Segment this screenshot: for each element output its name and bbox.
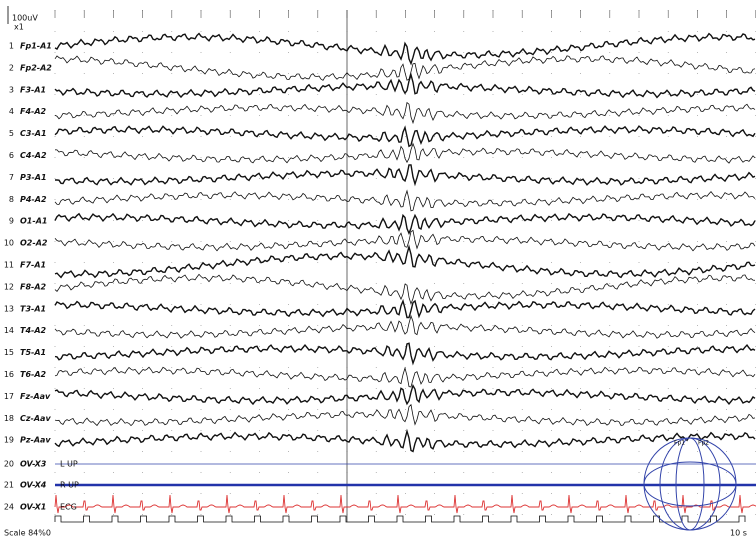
channel-label: Cz-Aav	[20, 414, 51, 423]
channel-label: O2-A2	[20, 239, 48, 248]
head-line	[643, 461, 737, 507]
eeg-trace	[54, 72, 756, 99]
pulse-trace	[54, 515, 746, 523]
trace-label: L UP	[60, 460, 78, 469]
eeg-trace	[54, 314, 756, 339]
head-label: Fp2	[698, 440, 709, 447]
footer-scale: Scale 84%0	[4, 529, 51, 538]
channel-number: 4	[9, 107, 14, 116]
channel-number: 2	[9, 63, 14, 72]
channel-number: 9	[9, 217, 14, 226]
channel-label: OV-X4	[20, 481, 47, 490]
channel-label: O1-A1	[20, 217, 47, 226]
eeg-trace	[54, 273, 756, 306]
eeg-trace	[54, 101, 756, 125]
channel-label: Pz-Aav	[20, 436, 51, 445]
channel-number: 16	[4, 370, 14, 379]
channel-label: P3-A1	[20, 173, 47, 182]
channel-label: T3-A1	[20, 304, 46, 313]
channel-label: F7-A1	[20, 261, 46, 270]
channel-number: 13	[4, 304, 14, 313]
channel-number: 10	[4, 239, 14, 248]
channel-number: 7	[9, 173, 14, 182]
eeg-trace	[54, 244, 756, 279]
channel-number: 5	[9, 129, 14, 138]
channel-label: P4-A2	[20, 195, 47, 204]
channel-label: C3-A1	[20, 129, 47, 138]
channel-number: 3	[9, 85, 14, 94]
channel-label: C4-A2	[20, 151, 47, 160]
channel-label: Fp2-A2	[20, 63, 52, 72]
channel-label: F8-A2	[20, 282, 47, 291]
eeg-trace	[54, 55, 756, 81]
channel-label: T4-A2	[20, 326, 47, 335]
trace-label: ECG	[60, 503, 77, 512]
head-label: Fp1	[674, 440, 685, 447]
channel-labels: 1 Fp1-A12 Fp2-A23 F3-A14 F4-A25 C3-A16 C4-A27 P…	[4, 42, 52, 512]
head-map: Fp1 Fp2	[643, 437, 737, 531]
eeg-trace	[54, 229, 756, 252]
channel-number: 20	[4, 460, 14, 469]
eeg-trace	[54, 342, 756, 366]
head-line	[675, 437, 705, 531]
channel-number: 12	[4, 282, 14, 291]
channel-number: 24	[4, 503, 14, 512]
channel-number: 21	[4, 481, 14, 490]
ecg-trace	[54, 494, 756, 514]
channel-number: 6	[9, 151, 14, 160]
channel-number: 19	[4, 436, 14, 445]
channel-label: F3-A1	[20, 85, 46, 94]
channel-number: 8	[9, 195, 14, 204]
eeg-trace	[54, 428, 756, 453]
channel-label: F4-A2	[20, 107, 47, 116]
channel-number: 1	[9, 42, 14, 51]
eeg-trace	[54, 403, 756, 427]
channel-number: 15	[4, 348, 14, 357]
eeg-trace	[54, 142, 756, 164]
channel-label: T6-A2	[20, 370, 47, 379]
channel-number: 17	[4, 392, 14, 401]
channel-label: OV-X3	[20, 460, 47, 469]
eeg-trace	[54, 212, 756, 236]
eeg-trace	[54, 298, 756, 319]
channel-label: Fp1-A1	[20, 42, 52, 51]
channel-number: 18	[4, 414, 14, 423]
trace-label: R UP	[60, 481, 79, 490]
channel-label: Fz-Aav	[20, 392, 51, 401]
channel-label: OV-X1	[20, 503, 46, 512]
eeg-trace	[54, 125, 756, 148]
eeg-trace	[54, 189, 756, 212]
channel-number: 14	[4, 326, 14, 335]
channel-label: T5-A1	[20, 348, 46, 357]
scale-gain: x1	[14, 23, 24, 32]
traces	[54, 32, 756, 523]
eeg-trace	[55, 164, 756, 187]
scale-amplitude: 100uV	[12, 14, 38, 23]
eeg-trace	[54, 366, 756, 388]
eeg-trace	[54, 383, 756, 406]
footer-time: 10 s	[730, 529, 747, 538]
eeg-trace	[54, 32, 756, 66]
channel-number: 11	[4, 261, 14, 270]
